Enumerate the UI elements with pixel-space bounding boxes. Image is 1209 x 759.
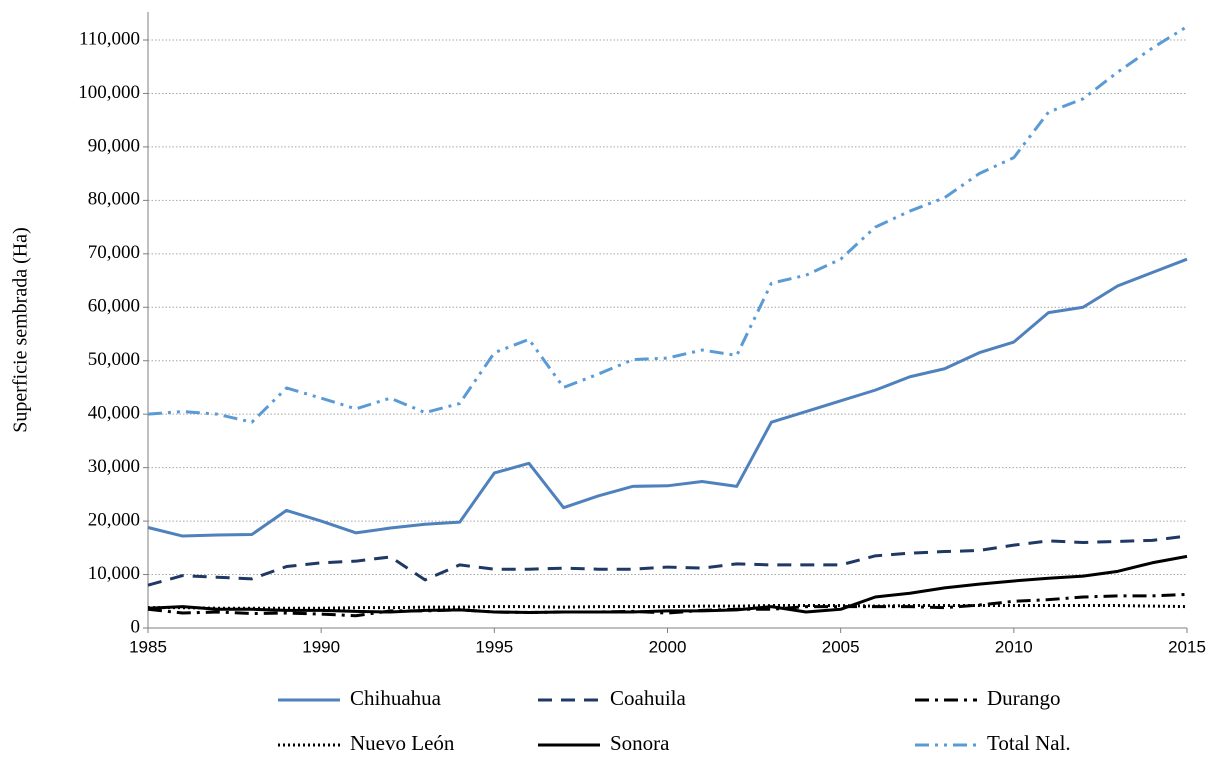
legend-label: Chihuahua	[350, 686, 442, 710]
y-tick-label: 60,000	[88, 296, 140, 317]
x-tick-label: 2010	[995, 637, 1033, 656]
y-tick-label: 70,000	[88, 242, 140, 263]
y-tick-label: 30,000	[88, 456, 140, 477]
series-line	[147, 257, 1188, 538]
y-tick-label: 0	[131, 616, 141, 637]
legend-label: Total Nal.	[987, 731, 1071, 755]
y-tick-label: 20,000	[88, 509, 140, 530]
y-tick-label: 110,000	[79, 28, 140, 49]
legend-label: Nuevo León	[350, 731, 455, 755]
series-line	[147, 554, 1188, 614]
y-tick-label: 90,000	[88, 135, 140, 156]
series-line	[148, 604, 1188, 610]
y-tick-label: 40,000	[88, 403, 140, 424]
x-tick-label: 1985	[129, 637, 167, 656]
legend-label: Coahuila	[610, 686, 686, 710]
series-line	[147, 25, 1188, 424]
x-tick-label: 2005	[822, 637, 860, 656]
y-tick-label: 50,000	[88, 349, 140, 370]
series-line	[147, 592, 1188, 618]
x-tick-label: 1990	[302, 637, 340, 656]
legend-label: Durango	[987, 686, 1060, 710]
y-tick-label: 80,000	[88, 189, 140, 210]
x-tick-label: 2015	[1168, 637, 1206, 656]
series-line	[147, 534, 1188, 587]
x-tick-label: 1995	[475, 637, 513, 656]
legend-label: Sonora	[610, 731, 670, 755]
y-axis-label: Superficie sembrada (Ha)	[10, 227, 32, 432]
x-tick-label: 2000	[649, 637, 687, 656]
y-tick-label: 10,000	[88, 563, 140, 584]
y-tick-label: 100,000	[78, 82, 140, 103]
